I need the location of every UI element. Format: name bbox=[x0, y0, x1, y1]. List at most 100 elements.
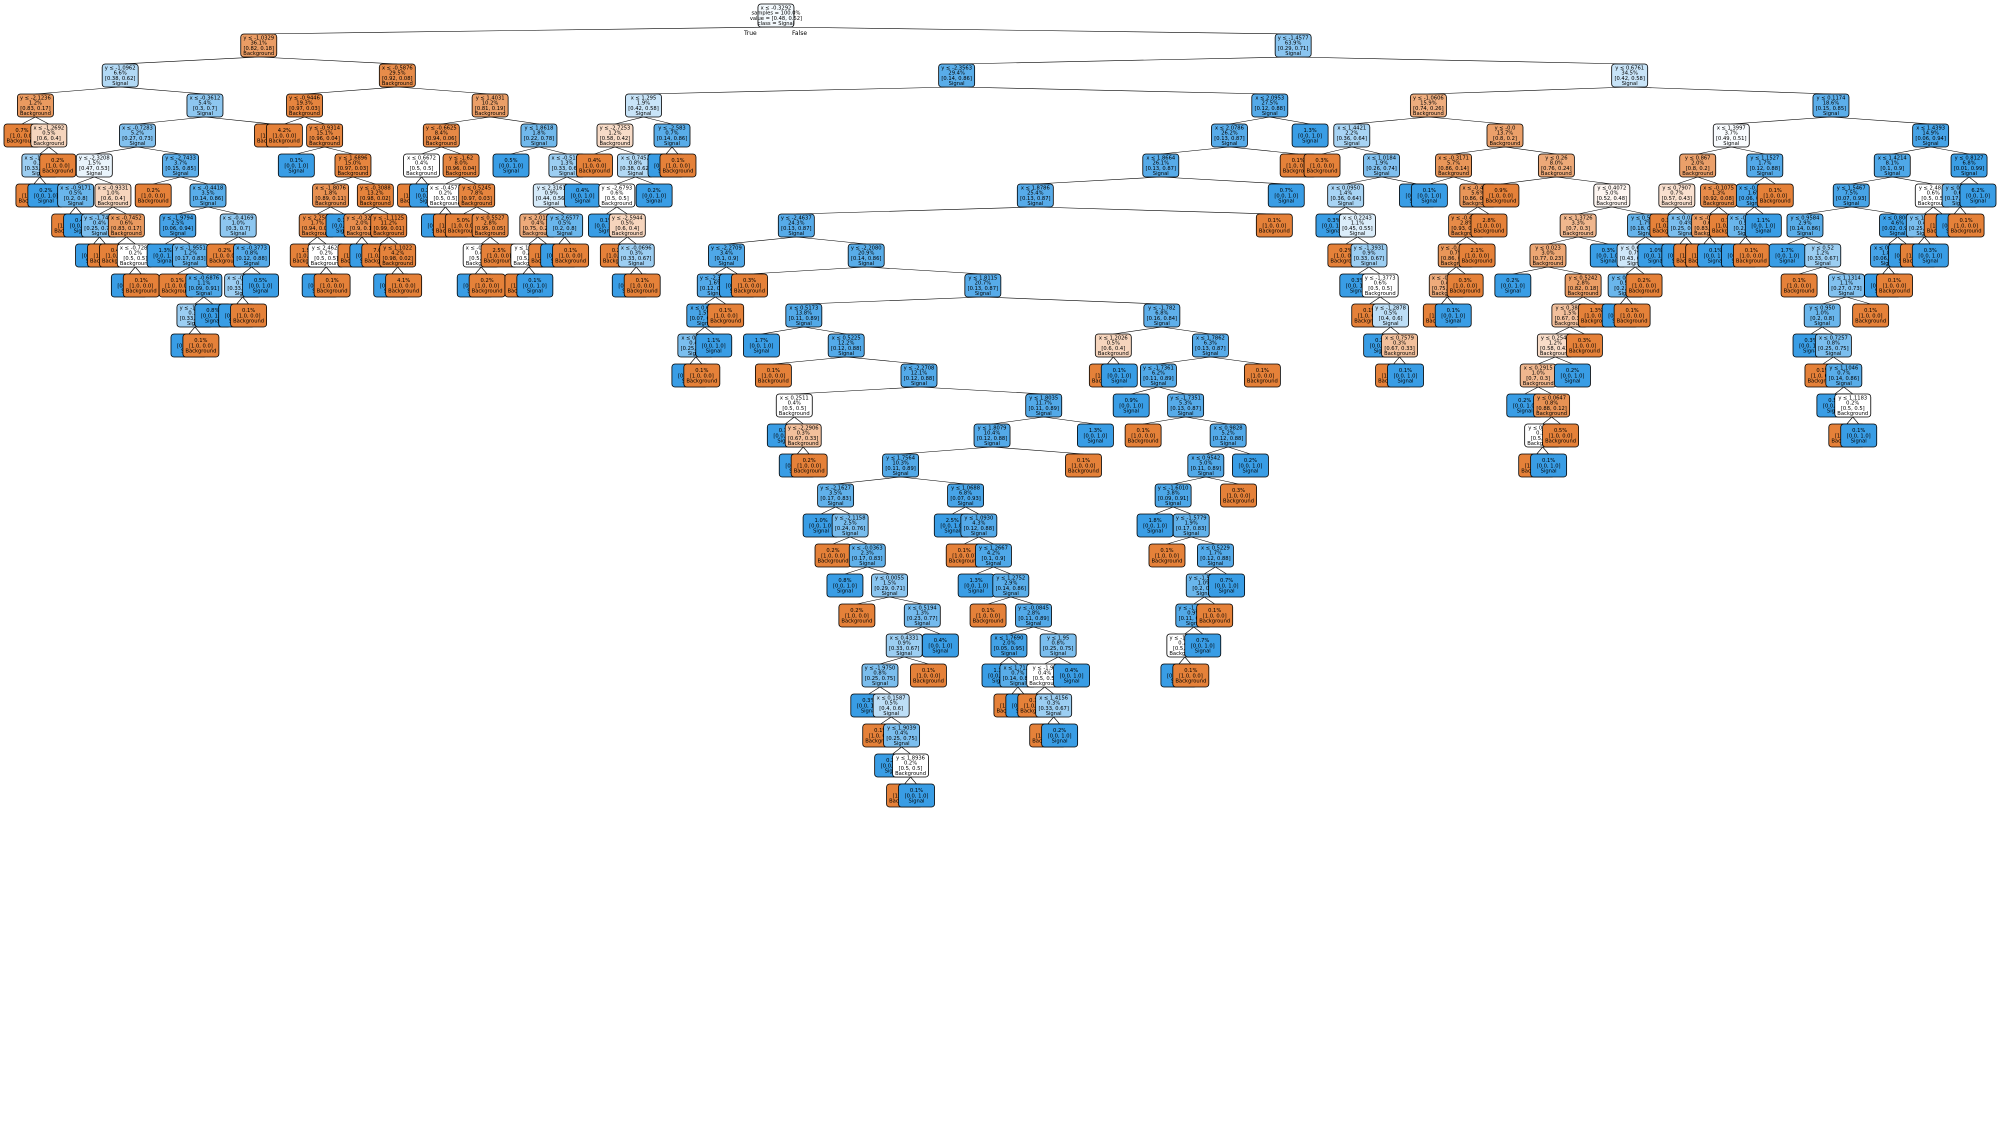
node-class: Signal bbox=[859, 561, 875, 567]
node-samples: 5.2% bbox=[1222, 431, 1235, 437]
node-class: Signal bbox=[706, 349, 722, 355]
node-value: [1.0, 0.0] bbox=[1310, 163, 1334, 169]
node-samples: 0.8% bbox=[1545, 401, 1558, 407]
node-samples: 1.3% bbox=[970, 578, 983, 584]
node-box bbox=[1832, 183, 1870, 208]
node-value: [1.0, 0.0] bbox=[797, 463, 821, 469]
tree-edge bbox=[188, 326, 196, 335]
tree-edge bbox=[1160, 176, 1287, 185]
node-value: [0.42, 0.58] bbox=[1614, 76, 1644, 82]
node-box bbox=[1077, 423, 1114, 448]
node-value: [0.82, 0.18] bbox=[1568, 286, 1598, 292]
node-samples: 0.3% bbox=[862, 698, 875, 704]
node-box bbox=[1267, 183, 1305, 208]
node-condition: y ≤ -2.1236 bbox=[20, 96, 51, 102]
node-value: [0.44, 0.56] bbox=[536, 196, 566, 202]
tree-edge bbox=[564, 236, 571, 245]
node-value: [1.0, 0.0] bbox=[1262, 223, 1286, 229]
node-value: [0.29, 0.71] bbox=[1278, 46, 1308, 52]
node-samples: 0.7% bbox=[1220, 578, 1233, 584]
tree-edge bbox=[726, 266, 738, 275]
node-value: [0.97, 0.03] bbox=[338, 166, 368, 172]
node-class: Signal bbox=[1349, 231, 1365, 237]
node-condition: y ≤ 1.8936 bbox=[896, 756, 925, 762]
tree-edge bbox=[1504, 146, 1557, 155]
node-class: Background bbox=[1581, 319, 1612, 325]
node-class: Signal bbox=[559, 171, 575, 177]
node-class: Background bbox=[1855, 319, 1886, 325]
node-box bbox=[1333, 123, 1371, 148]
node-condition: y ≤ 2.6577 bbox=[550, 216, 579, 222]
tree-edge bbox=[1799, 266, 1823, 275]
node-class: Signal bbox=[244, 261, 260, 267]
tree-edge bbox=[606, 206, 618, 215]
leaf-node: 0.7%[0.0, 1.0]Signal bbox=[1208, 573, 1246, 598]
node-samples: 2.0% bbox=[1002, 641, 1015, 647]
tree-edge bbox=[460, 176, 477, 185]
tree-edge bbox=[715, 266, 727, 275]
leaf-node: 0.1%[1.0, 0.0]Background bbox=[623, 273, 661, 298]
node-samples: 4.2% bbox=[278, 128, 291, 134]
node-value: [0.0, 1.0] bbox=[34, 193, 58, 199]
tree-edge bbox=[1158, 356, 1211, 365]
node-samples: 0.8% bbox=[1052, 641, 1065, 647]
node-value: [0.67, 0.33] bbox=[1555, 316, 1585, 322]
tree-edge bbox=[1143, 416, 1186, 425]
split-node: y ≤ -0.013.7%[0.8, 0.2]Background bbox=[1486, 123, 1524, 148]
leaf-node: 0.2%[0.0, 1.0]Signal bbox=[1554, 363, 1591, 388]
node-box bbox=[947, 483, 984, 508]
tree-edge bbox=[1882, 266, 1889, 275]
node-samples: 0.2% bbox=[904, 761, 917, 767]
node-box bbox=[1554, 363, 1591, 388]
node-samples: 0.9% bbox=[898, 641, 911, 647]
tree-edge bbox=[614, 116, 644, 125]
tree-edge bbox=[476, 206, 491, 215]
tree-edge bbox=[1205, 446, 1229, 455]
node-box bbox=[757, 3, 795, 28]
node-class: Signal bbox=[598, 229, 614, 235]
node-box bbox=[492, 153, 530, 178]
node-class: Background bbox=[388, 289, 419, 295]
node-box bbox=[785, 303, 823, 328]
leaf-node: 0.4%[0.0, 1.0]Signal bbox=[921, 633, 959, 658]
tree-edge bbox=[1380, 296, 1391, 305]
node-condition: x ≤ 1.3726 bbox=[1564, 216, 1593, 222]
node-condition: y ≤ 0.950 bbox=[1809, 306, 1835, 312]
node-box bbox=[1363, 153, 1400, 178]
node-class: Background bbox=[1554, 321, 1585, 327]
tree-edge bbox=[120, 86, 205, 95]
node-value: [0.0, 1.0] bbox=[1215, 583, 1239, 589]
node-value: [1.0, 0.0] bbox=[1334, 253, 1358, 259]
tree-edge bbox=[397, 86, 491, 95]
tree-edge bbox=[242, 296, 249, 305]
node-class: Signal bbox=[1627, 261, 1643, 267]
node-condition: x ≤ 0.6464 bbox=[690, 306, 720, 312]
node-class: Signal bbox=[1838, 291, 1854, 297]
node-condition: y ≤ 0.1174 bbox=[1817, 96, 1847, 102]
node-box bbox=[1950, 153, 1988, 178]
tree-edge bbox=[1804, 236, 1823, 245]
tree-edge bbox=[1536, 446, 1543, 455]
node-value: [0.0, 1.0] bbox=[1083, 433, 1107, 439]
tree-edge bbox=[180, 176, 209, 185]
tree-edge bbox=[1293, 56, 1630, 65]
node-condition: y ≤ -1.6010 bbox=[1158, 486, 1189, 492]
node-value: [0.12, 0.88] bbox=[964, 526, 994, 532]
tree-edge bbox=[1556, 176, 1612, 185]
tree-edge bbox=[844, 566, 868, 575]
node-condition: y ≤ -0.4177 bbox=[1451, 216, 1482, 222]
node-box bbox=[608, 213, 646, 238]
node-value: [0.0, 1.0] bbox=[1107, 373, 1131, 379]
tree-edge bbox=[1345, 176, 1382, 185]
tree-edge bbox=[69, 206, 76, 215]
